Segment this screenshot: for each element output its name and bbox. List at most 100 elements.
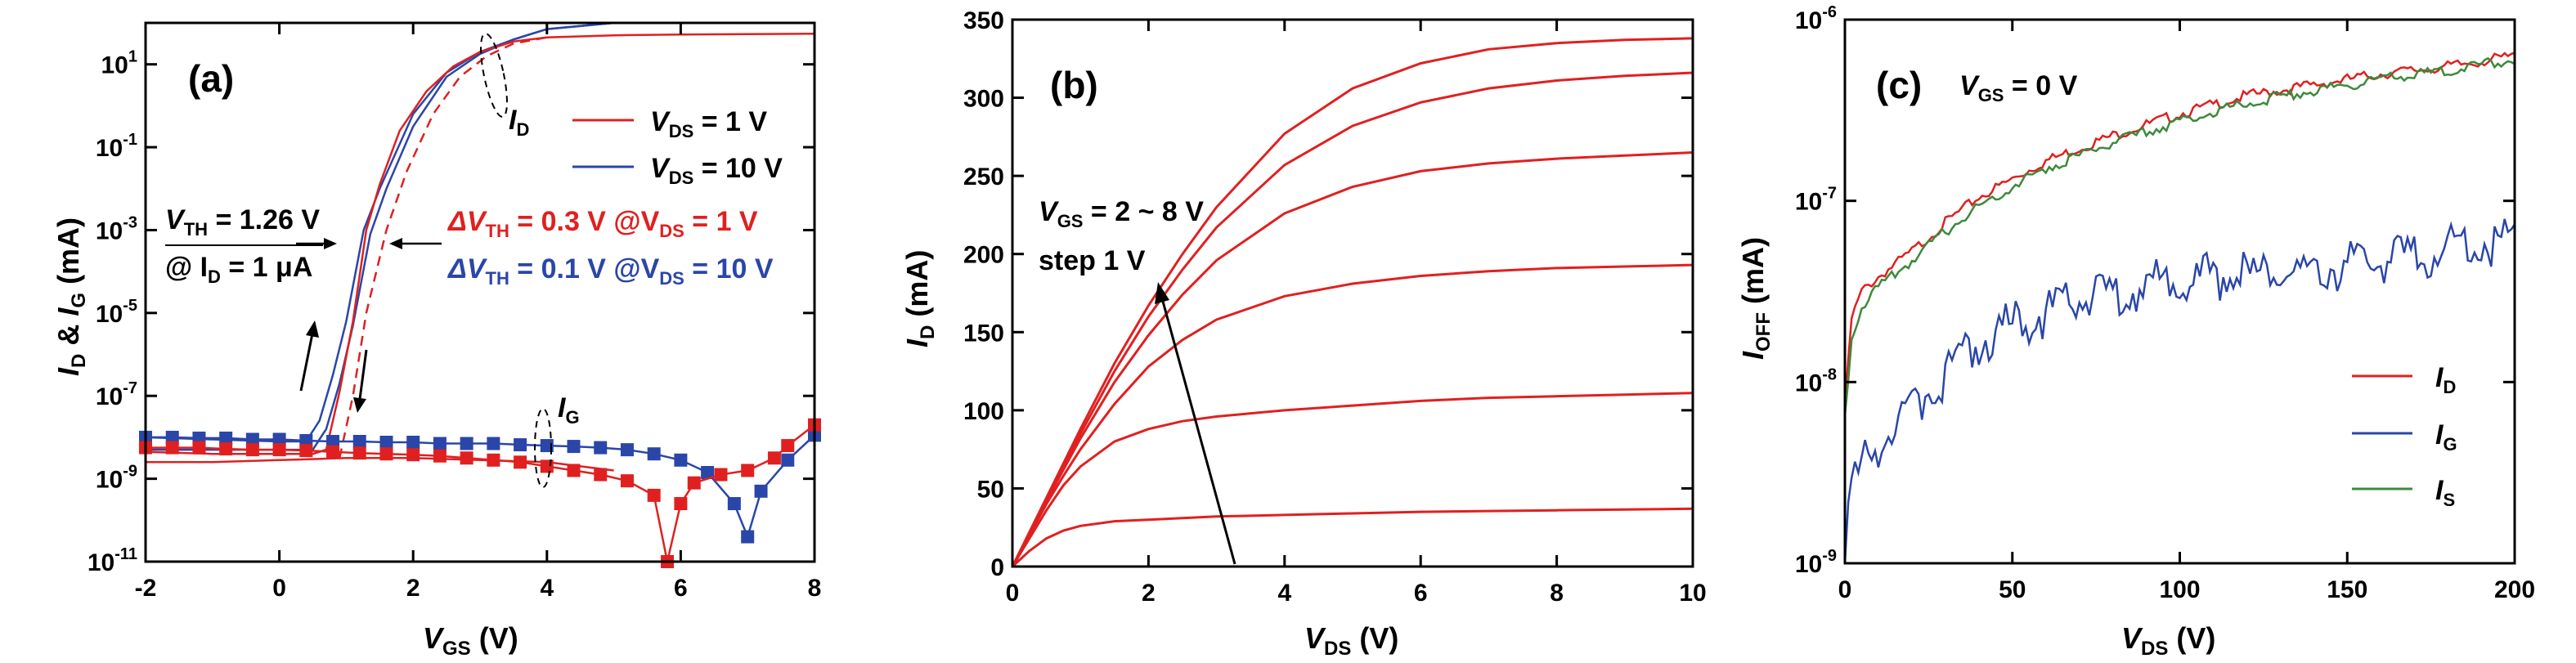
legend-text-ig: IG: [2435, 419, 2457, 455]
ig-marker: [781, 453, 795, 467]
ig-marker: [741, 530, 755, 544]
panel-a-label: (a): [188, 57, 234, 100]
reverse-sweep-arrow: [358, 349, 368, 400]
ig-marker: [245, 443, 259, 457]
forward-sweep-arrow: [299, 333, 314, 392]
ig-marker: [674, 453, 688, 467]
series-line-2: [145, 32, 815, 455]
x-tick-label: 150: [2327, 576, 2367, 603]
y-tick-label: 10-9: [96, 463, 137, 494]
ig-marker: [406, 436, 420, 450]
ig-marker: [272, 432, 286, 446]
panel-a-ticks: -2 0 2 4 6 8 10-11 10-9 10-7 10-5 10-3 10-1 101: [88, 23, 821, 602]
panel-b-xlabel: VDS (V): [1304, 621, 1398, 660]
x-tick-label: 0: [272, 575, 286, 602]
ig-marker: [620, 474, 634, 488]
y-tick-label: 10-9: [1795, 547, 1837, 578]
panel-b-frame: [1011, 18, 1694, 568]
y-tick-label: 10-3: [96, 213, 137, 244]
panel-b-ylabel: ID (mA): [900, 250, 939, 347]
x-tick-label: 10: [1679, 580, 1706, 607]
panel-b-label: (b): [1050, 64, 1098, 106]
ig-marker: [326, 434, 340, 448]
ig-marker: [540, 439, 554, 453]
ig-marker: [514, 438, 527, 452]
panel-a-data: [139, 21, 821, 568]
id-ellipse: [480, 33, 508, 118]
ig-marker: [406, 448, 420, 462]
panel-a-xlabel: VGS (V): [423, 621, 518, 660]
ig-marker: [219, 431, 233, 445]
panel-a-frame: [144, 21, 816, 563]
y-tick-label: 350: [963, 7, 1004, 34]
vgs-direction-arrow-head: [1155, 282, 1169, 304]
reverse-sweep-arrow-head: [353, 397, 366, 413]
y-tick-label: 300: [963, 86, 1004, 113]
panel-c-ticks: 0 50 100 150 200 10-9 10-8 10-7 10-6: [1795, 3, 2535, 603]
x-tick-label: 8: [1550, 580, 1564, 607]
y-tick-label: 10-7: [96, 379, 137, 410]
x-tick-label: 4: [540, 575, 554, 602]
x-tick-label: 4: [1277, 580, 1291, 607]
x-tick-label: 200: [2494, 576, 2535, 603]
x-tick-label: 0: [1006, 580, 1020, 607]
y-tick-label: 0: [990, 554, 1004, 581]
legend-text-vds10: VDS = 10 V: [650, 153, 783, 188]
panel-c-data: [1843, 52, 2516, 564]
panel-c-vgs-note: VGS = 0 V: [1959, 70, 2078, 105]
ig-marker: [460, 451, 473, 465]
dvth-blue-annotation: ΔVTH = 0.1 V @VDS = 10 V: [447, 253, 774, 289]
ig-marker: [352, 446, 366, 460]
ig-marker: [165, 430, 179, 444]
panel-b-annotation-vgs: VGS = 2 ~ 8 V: [1039, 196, 1204, 231]
x-tick-label: 50: [1999, 576, 2026, 603]
panel-c-ylabel: IOFF (mA): [1736, 237, 1775, 360]
ig-marker: [487, 437, 500, 450]
ig-marker: [379, 436, 393, 450]
ioff-series-1: [1843, 56, 2515, 416]
series-line-6: [146, 457, 614, 472]
output-curve-6: [1011, 37, 1694, 567]
vgs-direction-arrow: [1160, 298, 1236, 565]
panel-c-xlabel: VDS (V): [2121, 621, 2215, 660]
y-tick-label: 100: [963, 398, 1004, 425]
dvth-arrow-left-head: [324, 238, 337, 249]
id-curve-label: ID: [509, 105, 529, 140]
ig-curve-label: IG: [558, 392, 580, 428]
output-curve-3: [1011, 263, 1694, 567]
x-tick-label: -2: [135, 575, 157, 602]
ig-marker: [299, 444, 313, 458]
ig-marker: [781, 439, 795, 453]
vth-condition: @ ID = 1 μA: [165, 252, 312, 287]
ig-marker: [701, 466, 715, 480]
ig-marker: [433, 437, 447, 450]
y-tick-label: 10-8: [1795, 365, 1837, 396]
panel-c-legend: ID IG IS: [2352, 362, 2457, 510]
y-tick-label: 101: [101, 48, 138, 79]
y-tick-label: 10-7: [1795, 185, 1837, 216]
ioff-series-2: [1843, 218, 2516, 564]
legend-text-is: IS: [2435, 475, 2455, 510]
output-curve-1: [1011, 507, 1694, 568]
ig-marker: [567, 464, 581, 477]
y-tick-label: 10-1: [96, 131, 137, 162]
x-tick-label: 2: [406, 575, 420, 602]
x-tick-label: 2: [1142, 580, 1156, 607]
ig-marker: [433, 449, 447, 463]
ig-marker: [165, 441, 179, 455]
ig-marker: [219, 442, 233, 456]
legend-text-id: ID: [2435, 362, 2456, 397]
ig-marker: [620, 443, 634, 457]
ig-marker: [272, 443, 286, 457]
ig-marker: [767, 451, 781, 465]
dvth-red-annotation: ΔVTH = 0.3 V @VDS = 1 V: [447, 206, 758, 241]
ig-marker: [245, 432, 259, 446]
panel-b-annotation-step: step 1 V: [1039, 245, 1146, 276]
forward-sweep-arrow-head: [306, 320, 319, 338]
x-tick-label: 6: [1414, 580, 1428, 607]
dvth-arrow-right-head: [389, 238, 402, 249]
